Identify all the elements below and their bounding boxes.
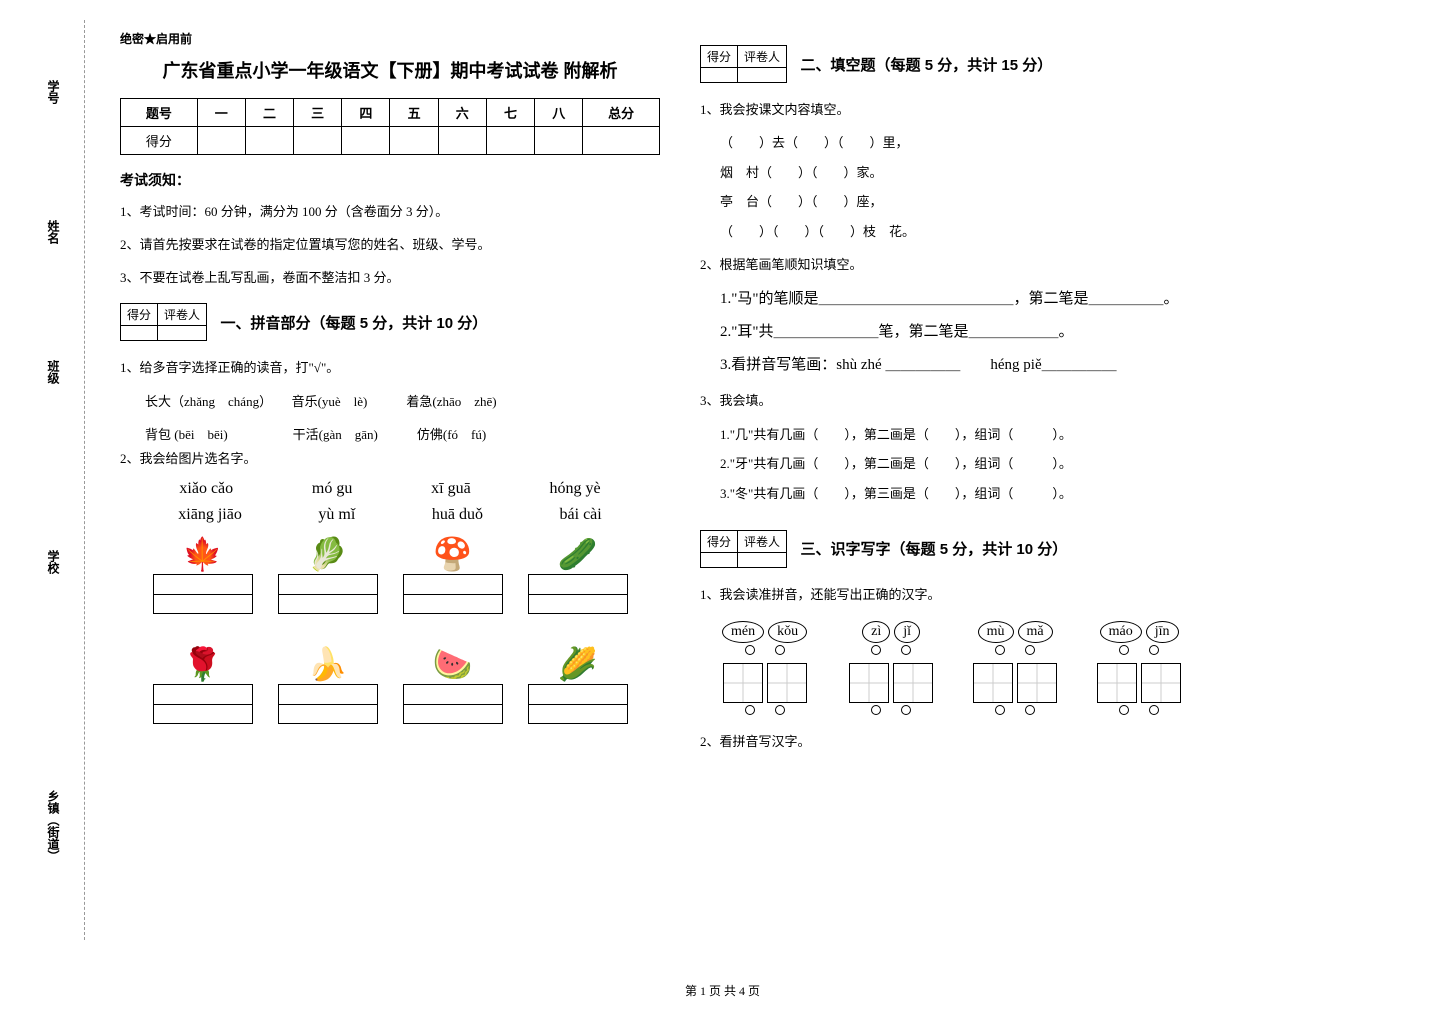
- col-7: 七: [486, 99, 534, 127]
- char-group-4: máojīn: [1097, 621, 1181, 715]
- s2-q3-s3: 3."冬"共有几画（ ），第三画是（ ），组词（ ）。: [720, 482, 1240, 505]
- s2-q3-s2: 2."牙"共有几画（ ），第二画是（ ），组词（ ）。: [720, 452, 1240, 475]
- s3-q1: 1、我会读准拼音，还能写出正确的汉字。: [700, 583, 1240, 606]
- score-table: 题号 一 二 三 四 五 六 七 八 总分 得分: [120, 98, 660, 155]
- s2-q2: 2、根据笔画笔顺知识填空。: [700, 253, 1240, 276]
- char-group-2: zìjǐ: [849, 621, 933, 715]
- right-column: 得分评卷人 二、填空题（每题 5 分，共计 15 分） 1、我会按课文内容填空。…: [690, 20, 1250, 774]
- scorer-box-1: 得分评卷人: [120, 303, 207, 341]
- s2-q2-s1: 1."马"的笔顺是＿＿＿＿＿＿＿＿＿＿＿＿＿，第二笔是＿＿＿＿＿。: [720, 286, 1240, 313]
- s2-q1-l4: （ ）（ ）（ ）枝 花。: [720, 220, 1240, 243]
- secret-label: 绝密★启用前: [120, 30, 660, 47]
- col-5: 五: [390, 99, 438, 127]
- section-3-header: 得分评卷人 三、识字写字（每题 5 分，共计 10 分）: [700, 530, 1240, 568]
- sidebar-banji: 班级: [45, 360, 62, 384]
- col-8: 八: [535, 99, 583, 127]
- answer-box: [528, 684, 628, 724]
- col-3: 三: [294, 99, 342, 127]
- answer-box: [153, 684, 253, 724]
- answer-box: [528, 574, 628, 614]
- answer-box: [153, 574, 253, 614]
- tianzi-box: [1141, 663, 1181, 703]
- sidebar-xuehao: 学号: [45, 80, 62, 104]
- exam-title: 广东省重点小学一年级语文【下册】期中考试试卷 附解析: [120, 57, 660, 83]
- cabbage-icon: 🥬: [278, 534, 378, 574]
- s2-q2-s3: 3.看拼音写笔画：shù zhé ＿＿＿＿＿ héng piě＿＿＿＿＿: [720, 352, 1240, 379]
- tianzi-box: [973, 663, 1013, 703]
- mushroom-icon: 🍄: [403, 534, 503, 574]
- s2-q1: 1、我会按课文内容填空。: [700, 98, 1240, 121]
- image-row-1: 🍁 🥬 🍄 🥒: [120, 534, 660, 614]
- tianzi-box: [849, 663, 889, 703]
- sidebar-xingming: 姓名: [45, 220, 62, 244]
- tianzi-box: [723, 663, 763, 703]
- tianzi-box: [767, 663, 807, 703]
- notice-header: 考试须知：: [120, 170, 660, 190]
- char-group-1: ménkǒu: [720, 621, 809, 715]
- sidebar-xuexiao: 学校: [45, 550, 62, 574]
- section-2-header: 得分评卷人 二、填空题（每题 5 分，共计 15 分）: [700, 45, 1240, 83]
- s1-q1: 1、给多音字选择正确的读音，打"√"。: [120, 356, 660, 379]
- corn-icon: 🌽: [528, 644, 628, 684]
- image-row-2: 🌹 🍌 🍉 🌽: [120, 644, 660, 724]
- binding-sidebar: 学号 姓名 班级 学校 乡镇（街道）: [45, 20, 85, 940]
- tianzi-box: [1097, 663, 1137, 703]
- pinyin-row-1: xiǎo cǎo mó gu xī guā hóng yè: [120, 480, 660, 498]
- char-grid-row: ménkǒu zìjǐ mùmǎ máojīn: [700, 621, 1240, 715]
- s2-q1-l2: 烟 村（ ）（ ）家。: [720, 161, 1240, 184]
- col-6: 六: [438, 99, 486, 127]
- veg-icon: 🥒: [528, 534, 628, 574]
- s1-q1-line1: 长大（zhǎng cháng） 音乐(yuè lè) 着急(zhāo zhē): [145, 390, 660, 413]
- col-2: 二: [245, 99, 293, 127]
- tianzi-box: [893, 663, 933, 703]
- s2-q3-s1: 1."几"共有几画（ ），第二画是（ ），组词（ ）。: [720, 423, 1240, 446]
- s2-q2-s2: 2."耳"共＿＿＿＿＿＿＿笔，第二笔是＿＿＿＿＿＿。: [720, 319, 1240, 346]
- s3-q2: 2、看拼音写汉字。: [700, 730, 1240, 753]
- s1-q1-line2: 背包 (bēi bēi) 干活(gàn gān) 仿佛(fó fú): [145, 423, 660, 446]
- section-1-header: 得分评卷人 一、拼音部分（每题 5 分，共计 10 分）: [120, 303, 660, 341]
- col-tihao: 题号: [121, 99, 198, 127]
- pinyin-row-2: xiāng jiāo yù mǐ huā duǒ bái cài: [120, 506, 660, 524]
- notice-1: 1、考试时间：60 分钟，满分为 100 分（含卷面分 3 分）。: [120, 202, 660, 223]
- leaf-icon: 🍁: [153, 534, 253, 574]
- watermelon-icon: 🍉: [403, 644, 503, 684]
- answer-box: [278, 574, 378, 614]
- s1-q2: 2、我会给图片选名字。: [120, 447, 660, 470]
- scorer-box-2: 得分评卷人: [700, 45, 787, 83]
- section-2-title: 二、填空题（每题 5 分，共计 15 分）: [801, 54, 1053, 75]
- answer-box: [278, 684, 378, 724]
- section-3-title: 三、识字写字（每题 5 分，共计 10 分）: [801, 538, 1068, 559]
- tianzi-box: [1017, 663, 1057, 703]
- char-group-3: mùmǎ: [973, 621, 1057, 715]
- section-1-title: 一、拼音部分（每题 5 分，共计 10 分）: [221, 312, 488, 333]
- notice-3: 3、不要在试卷上乱写乱画，卷面不整洁扣 3 分。: [120, 268, 660, 289]
- notice-2: 2、请首先按要求在试卷的指定位置填写您的姓名、班级、学号。: [120, 235, 660, 256]
- s2-q3: 3、我会填。: [700, 389, 1240, 412]
- answer-box: [403, 684, 503, 724]
- col-4: 四: [342, 99, 390, 127]
- scorer-box-3: 得分评卷人: [700, 530, 787, 568]
- s2-q1-l3: 亭 台（ ）（ ）座，: [720, 190, 1240, 213]
- col-1: 一: [197, 99, 245, 127]
- answer-box: [403, 574, 503, 614]
- row-defen: 得分: [121, 127, 198, 155]
- flower-icon: 🌹: [153, 644, 253, 684]
- sidebar-xiangzhen: 乡镇（街道）: [45, 790, 62, 862]
- page-footer: 第 1 页 共 4 页: [0, 982, 1445, 999]
- banana-icon: 🍌: [278, 644, 378, 684]
- col-total: 总分: [583, 99, 660, 127]
- s2-q1-l1: （ ）去（ ）（ ）里，: [720, 131, 1240, 154]
- left-column: 绝密★启用前 广东省重点小学一年级语文【下册】期中考试试卷 附解析 题号 一 二…: [110, 20, 670, 744]
